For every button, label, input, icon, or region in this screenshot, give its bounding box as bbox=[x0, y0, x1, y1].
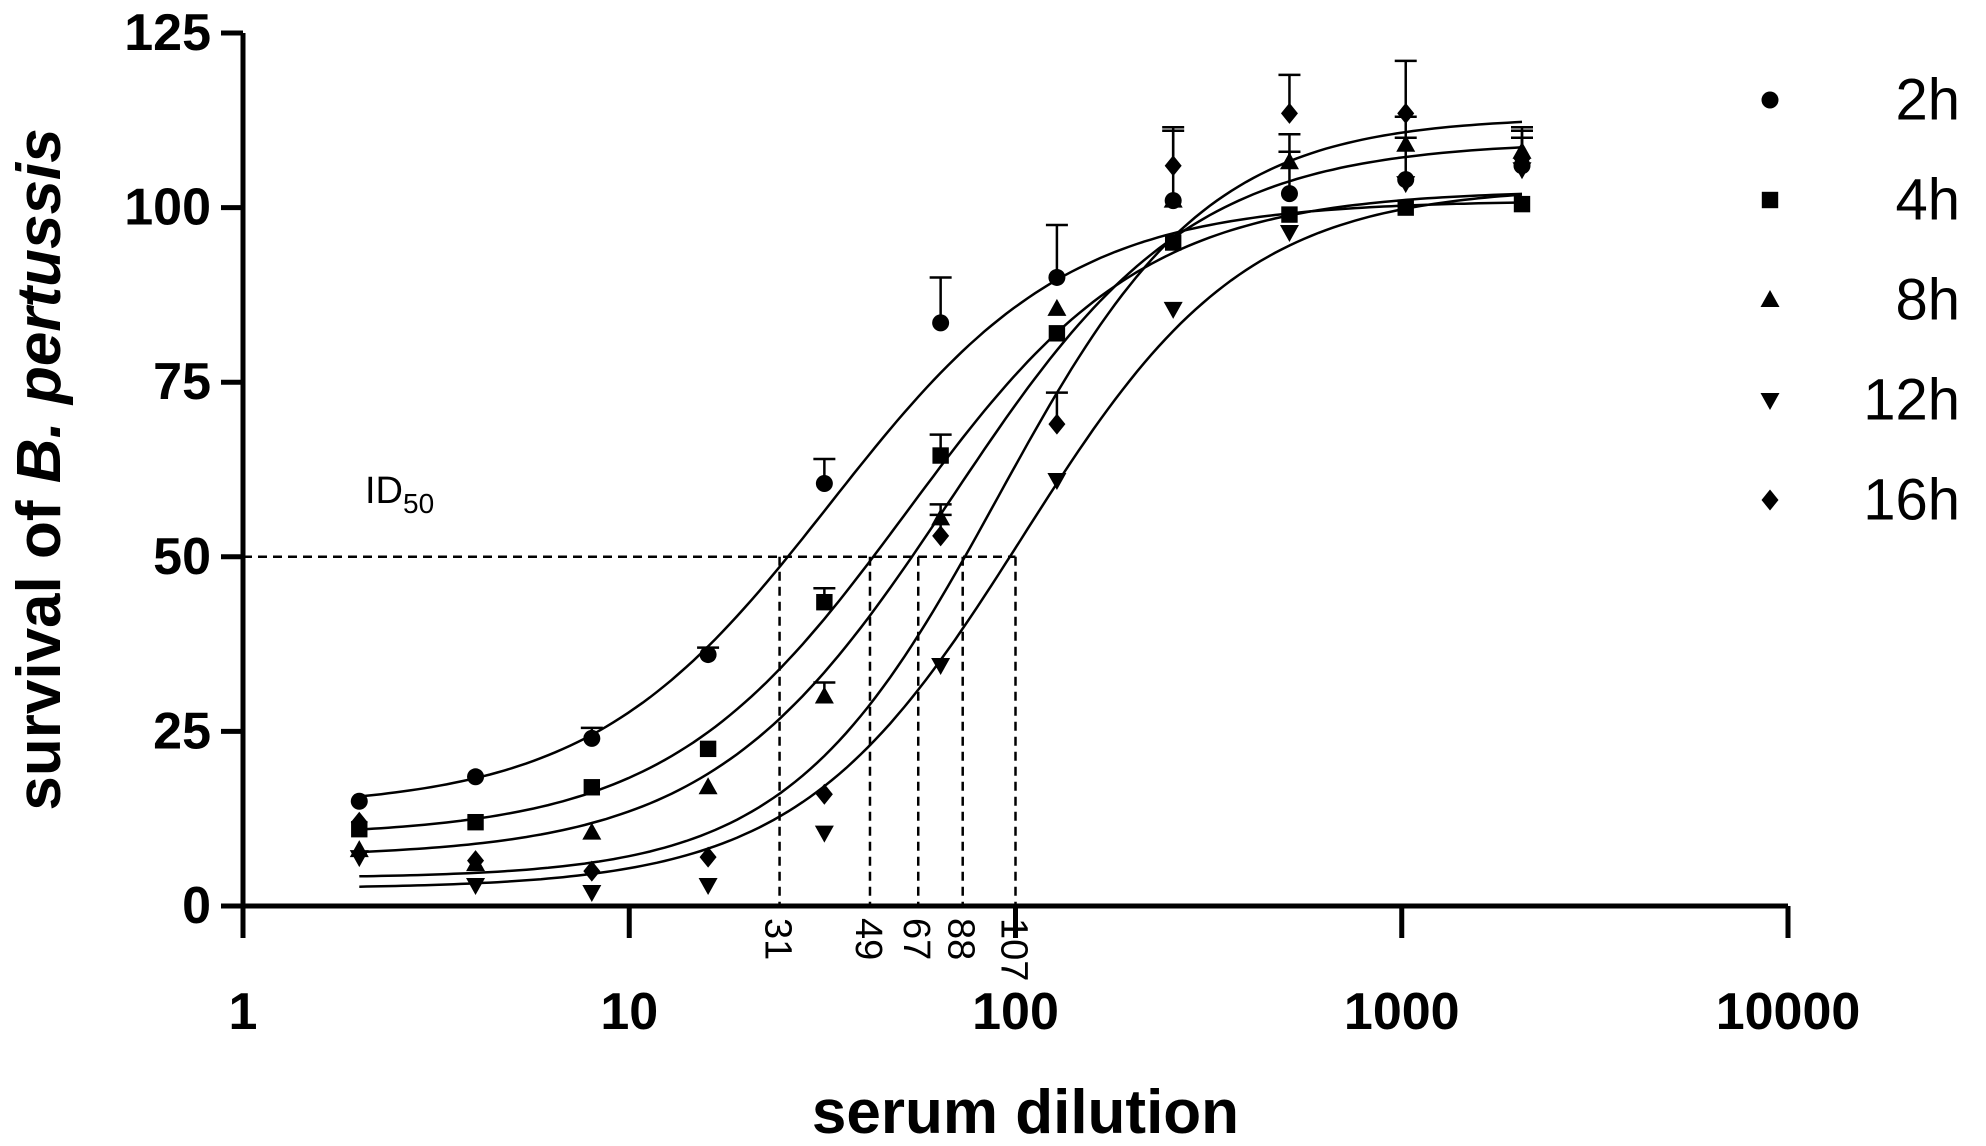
fit-curve-4h bbox=[359, 192, 1523, 831]
point-16h bbox=[815, 783, 833, 805]
legend-label-16h: 16h bbox=[1863, 468, 1960, 533]
point-12h bbox=[698, 878, 718, 896]
y-tick-label: 0 bbox=[182, 877, 211, 935]
point-16h bbox=[1048, 413, 1066, 435]
y-axis-title-part: survival of bbox=[5, 483, 74, 810]
point-12h bbox=[1279, 225, 1299, 243]
data-points bbox=[349, 102, 1532, 903]
point-16h bbox=[350, 811, 368, 833]
point-8h bbox=[582, 822, 602, 840]
point-4h bbox=[1048, 325, 1066, 342]
point-16h bbox=[1397, 102, 1415, 124]
legend: 2h 4h 8h 12h 16h bbox=[1760, 68, 1960, 533]
point-4h bbox=[699, 740, 717, 758]
legend-marker-4h bbox=[1761, 191, 1779, 209]
point-16h bbox=[1513, 148, 1531, 170]
legend-marker-16h bbox=[1761, 489, 1779, 511]
id50-label-main: ID bbox=[365, 470, 403, 512]
error-bars bbox=[580, 59, 1534, 739]
point-4h bbox=[816, 593, 833, 611]
point-2h bbox=[699, 646, 717, 664]
point-12h bbox=[1163, 301, 1183, 319]
legend-entry-4h: 4h bbox=[1761, 168, 1960, 233]
y-tick-label: 50 bbox=[153, 528, 211, 586]
fit-curve-2h bbox=[359, 201, 1523, 798]
point-4h bbox=[1164, 234, 1182, 251]
point-8h bbox=[1163, 190, 1183, 208]
point-8h bbox=[1396, 134, 1416, 152]
x-tick-label: 1 bbox=[229, 983, 258, 1041]
fit-curve-16h bbox=[359, 120, 1523, 878]
point-16h bbox=[467, 850, 485, 872]
axes: 0 25 50 75 100 125 1 10 100 1000 10000 bbox=[124, 4, 1860, 1041]
point-12h bbox=[931, 658, 951, 676]
legend-label-4h: 4h bbox=[1895, 168, 1960, 233]
id50-value-label: 49 bbox=[847, 918, 889, 960]
point-12h bbox=[582, 885, 602, 903]
x-tick-label: 1000 bbox=[1344, 983, 1460, 1041]
legend-marker-2h bbox=[1761, 91, 1779, 109]
point-8h bbox=[698, 777, 718, 795]
y-tick-label: 100 bbox=[124, 179, 211, 237]
point-16h bbox=[932, 525, 950, 547]
point-4h bbox=[1397, 199, 1414, 216]
point-12h bbox=[466, 878, 486, 896]
point-12h bbox=[349, 850, 369, 868]
legend-marker-8h bbox=[1760, 290, 1780, 307]
x-tick-label: 10 bbox=[600, 983, 658, 1041]
point-2h bbox=[467, 768, 485, 786]
legend-entry-16h: 16h bbox=[1761, 468, 1960, 533]
x-tick-label: 10000 bbox=[1716, 983, 1861, 1041]
point-12h bbox=[1047, 472, 1067, 490]
point-8h bbox=[1047, 298, 1067, 316]
legend-label-12h: 12h bbox=[1863, 368, 1960, 433]
y-axis-title-italic: B. pertussis bbox=[5, 128, 74, 483]
axis-labels: serum dilution survival of B. pertussis bbox=[5, 128, 1239, 1146]
point-12h bbox=[1396, 176, 1416, 194]
id50-value-label: 67 bbox=[895, 918, 937, 960]
legend-entry-12h: 12h bbox=[1760, 368, 1960, 433]
y-tick-label: 25 bbox=[153, 702, 211, 760]
point-16h bbox=[1164, 155, 1182, 177]
y-axis-title: survival of B. pertussis bbox=[5, 128, 74, 810]
point-4h bbox=[1513, 195, 1531, 213]
legend-marker-12h bbox=[1760, 393, 1780, 410]
id50-label: ID50 bbox=[365, 470, 434, 519]
legend-label-8h: 8h bbox=[1895, 268, 1960, 333]
x-tick-label: 100 bbox=[972, 983, 1059, 1041]
point-4h bbox=[932, 447, 949, 464]
point-12h bbox=[814, 825, 834, 843]
id50-value-label: 31 bbox=[757, 918, 799, 960]
y-tick-label: 75 bbox=[153, 353, 211, 411]
point-16h bbox=[699, 846, 717, 868]
id50-label-sub: 50 bbox=[403, 488, 434, 519]
point-12h bbox=[1512, 162, 1532, 180]
legend-entry-2h: 2h bbox=[1761, 68, 1960, 133]
point-4h bbox=[1281, 206, 1298, 223]
point-2h bbox=[932, 314, 950, 332]
point-8h bbox=[1279, 152, 1299, 170]
legend-entry-8h: 8h bbox=[1760, 268, 1960, 333]
x-axis-title: serum dilution bbox=[812, 1078, 1239, 1146]
point-4h bbox=[467, 813, 484, 831]
y-tick-label: 125 bbox=[124, 4, 211, 62]
point-2h bbox=[1280, 185, 1298, 203]
point-16h bbox=[583, 860, 601, 882]
point-2h bbox=[1048, 268, 1066, 286]
fit-curve-8h bbox=[359, 146, 1523, 854]
legend-label-2h: 2h bbox=[1895, 68, 1960, 133]
point-2h bbox=[350, 792, 368, 810]
point-8h bbox=[814, 686, 834, 704]
point-2h bbox=[815, 474, 833, 492]
point-8h bbox=[931, 508, 951, 526]
point-2h bbox=[583, 729, 601, 747]
point-16h bbox=[1280, 102, 1298, 124]
id50-value-label: 88 bbox=[940, 918, 982, 960]
point-4h bbox=[583, 779, 601, 796]
